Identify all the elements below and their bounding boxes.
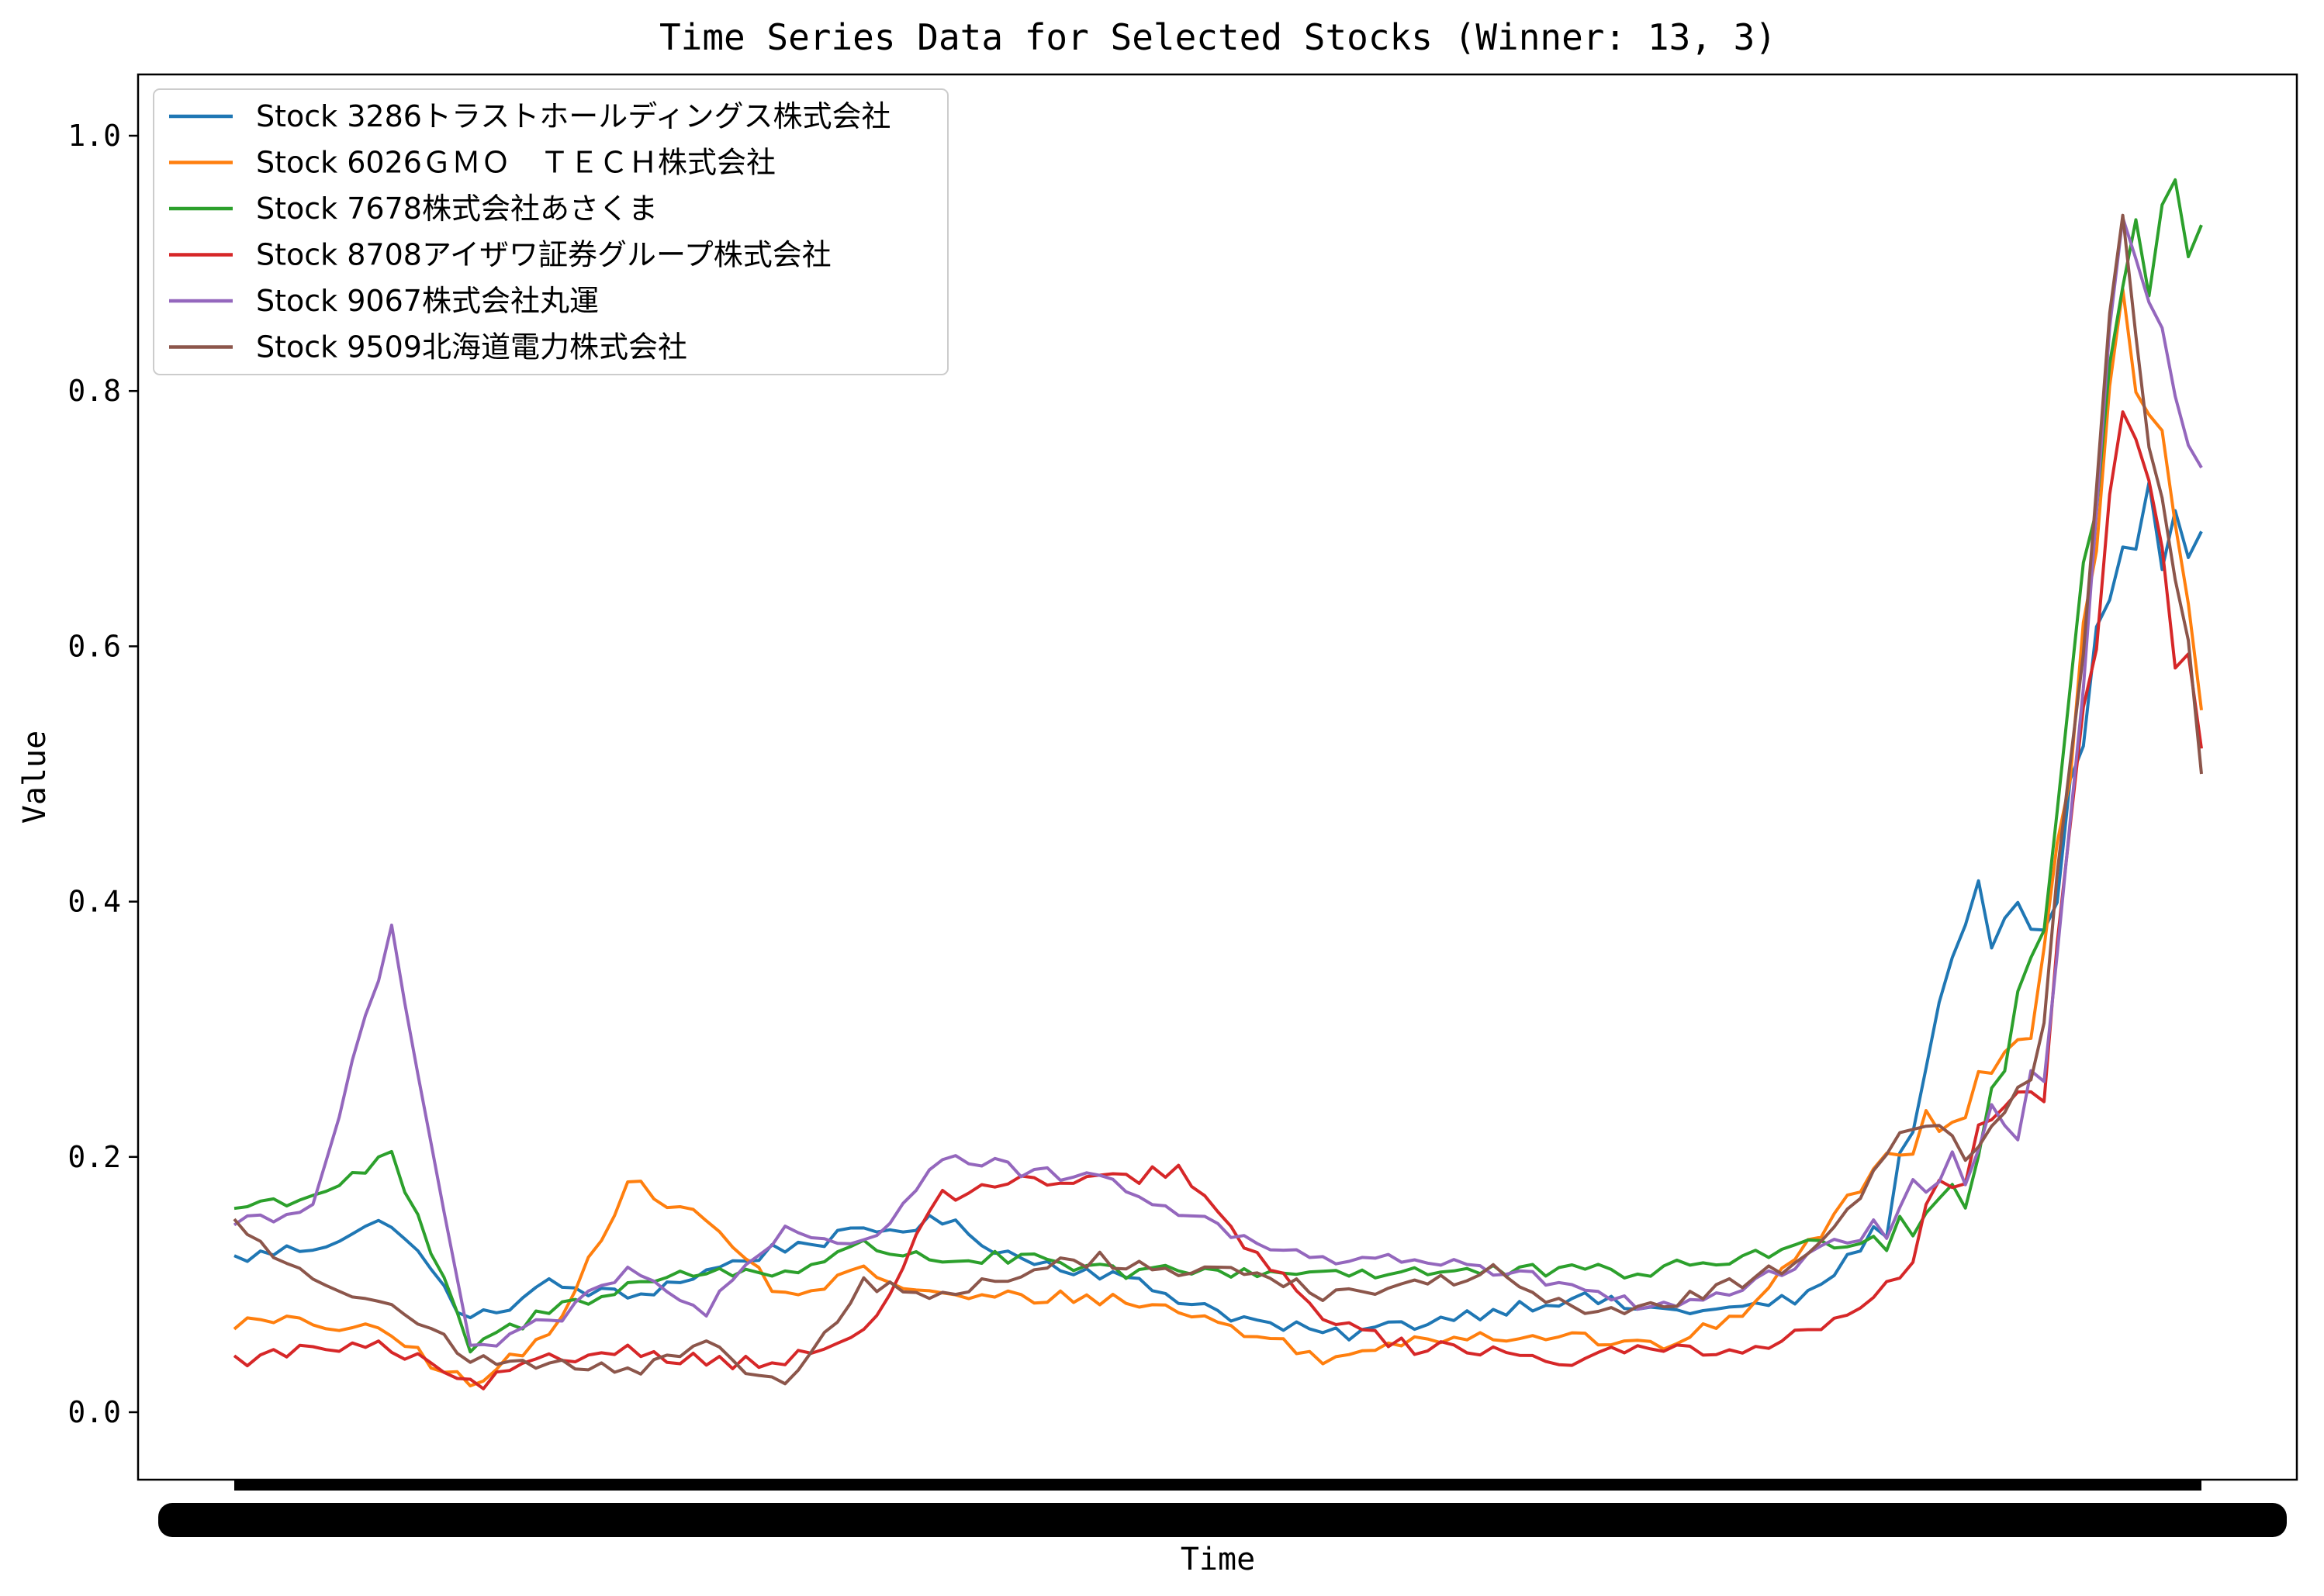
x-tick-labels-band [158,1503,2287,1537]
x-tick-marks-band [234,1480,2201,1491]
legend-box [153,88,949,375]
series-line-3 [233,178,2203,1354]
legend-label: Stock 6026ＧＭＯ ＴＥＣＨ株式会社 [256,146,776,180]
legend-label: Stock 9067株式会社丸運 [256,284,599,318]
legend-label: Stock 7678株式会社あさくま [256,192,658,226]
y-tick-label: 0.6 [67,629,121,663]
y-tick-label: 0.4 [67,885,121,919]
x-tick-label-band [158,1480,2287,1537]
legend-label: Stock 3286トラストホールディングス株式会社 [256,99,891,133]
y-tick-label: 1.0 [67,119,121,153]
series-line-5 [233,216,2203,1348]
series-line-1 [233,481,2203,1342]
y-axis-label: Value [17,731,53,824]
legend-label: Stock 9509北海道電力株式会社 [256,330,687,364]
x-axis-label: Time [1181,1542,1255,1577]
series-lines [233,178,2203,1390]
legend-label: Stock 8708アイザワ証券グループ株式会社 [256,238,832,272]
y-tick-label: 0.2 [67,1140,121,1174]
series-line-6 [233,213,2203,1386]
chart-title: Time Series Data for Selected Stocks (Wi… [659,16,1776,58]
y-tick-label: 0.8 [67,374,121,408]
y-tick-label: 0.0 [67,1395,121,1429]
y-axis: 0.0 0.2 0.4 0.6 0.8 1.0 [67,119,138,1429]
legend: Stock 3286トラストホールディングス株式会社 Stock 6026ＧＭＯ … [153,88,949,375]
